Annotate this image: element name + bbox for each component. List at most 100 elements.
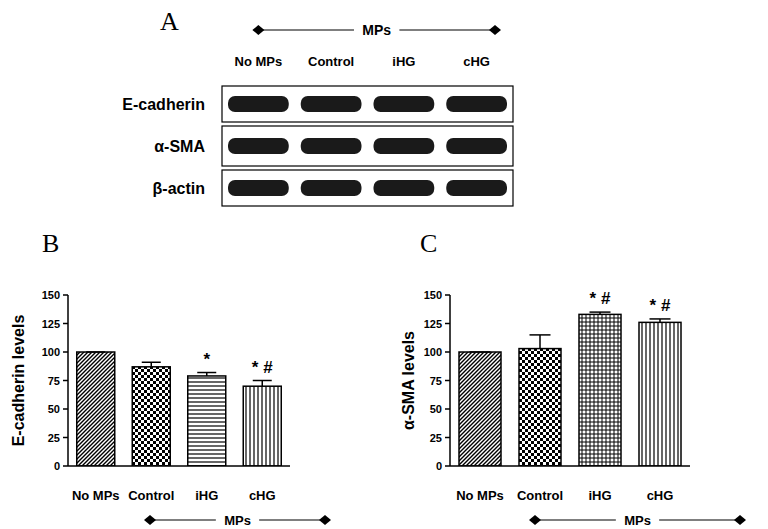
group-line [258,29,354,30]
error-cap [142,362,161,364]
x-tick-label: iHG [588,488,611,503]
bar [188,376,226,466]
y-tick-label: 150 [42,289,60,301]
blot-box [222,126,513,166]
error-cap [590,311,611,313]
row-label: β-actin [153,180,205,197]
error-bar [197,373,216,376]
y-tick [63,380,68,382]
plot-area [459,312,681,466]
error-bar [590,312,611,314]
y-tick-label: 50 [430,403,442,415]
y-tick [445,380,450,382]
y-tick [63,294,68,296]
blot-band [446,180,507,196]
lane-label: No MPs [235,54,283,69]
y-tick [63,437,68,439]
blot-band [446,138,507,154]
panel-label: B [42,229,59,258]
blot-band [228,96,289,112]
x-tick-label: Control [517,488,563,503]
group-bracket: MPs [252,22,501,38]
y-tick-label: 100 [42,346,60,358]
y-tick-label: 25 [48,432,60,444]
y-tick [63,351,68,353]
blot-band [301,96,362,112]
y-tick [445,465,450,467]
blot-box [222,86,513,122]
figure: A MPs No MPs Control iHG cHG E-cadherin α-SMA β-… [0,0,768,529]
y-axis-label: E-cadherin levels [10,315,27,447]
group-label: MPs [224,513,251,528]
error-line [539,335,541,349]
error-cap [470,351,491,353]
y-tick [63,323,68,325]
blot-row [222,170,513,206]
y-axis-label: α-SMA levels [400,331,417,430]
y-tick [445,437,450,439]
bar [77,352,115,466]
blot-band [374,96,435,112]
blot-row [222,126,513,166]
y-tick-label: 150 [424,289,442,301]
blot-band [228,180,289,196]
x-tick-label: No MPs [72,488,120,503]
lane-label: cHG [463,54,490,69]
lane-label: iHG [392,54,415,69]
y-tick-label: 0 [54,460,60,472]
error-bar [253,381,272,387]
error-bar [530,335,551,349]
y-tick [445,351,450,353]
significance-label: * [203,350,210,369]
blot-band [374,138,435,154]
bar [243,386,281,466]
blot-band [228,138,289,154]
x-axis [450,465,690,467]
y-tick-label: 50 [48,403,60,415]
y-tick [445,408,450,410]
group-line [150,519,216,520]
error-cap [86,351,105,353]
error-cap [530,334,551,336]
bar [579,314,621,466]
blot-row [222,86,513,122]
bar [519,349,561,466]
y-tick-label: 0 [436,460,442,472]
panel-label: C [420,229,437,258]
error-bar [86,352,105,353]
significance-label: * # [650,296,671,315]
y-tick-label: 25 [430,432,442,444]
bar [132,367,170,466]
blot-band [374,180,435,196]
blot-band [446,96,507,112]
group-line [259,519,325,520]
x-tick-label: cHG [249,488,276,503]
y-tick [445,294,450,296]
significance-label: * # [590,289,611,308]
group-label: MPs [362,22,391,38]
blot-band [301,138,362,154]
y-tick-label: 125 [42,318,60,330]
bar [639,322,681,466]
y-tick [63,465,68,467]
y-tick [445,323,450,325]
error-cap [650,318,671,320]
row-label: α-SMA [154,138,205,155]
error-bar [650,319,671,322]
y-tick-label: 75 [48,375,60,387]
row-label: E-cadherin [122,96,205,113]
group-bracket: MPs [529,513,746,528]
group-bracket: MPs [144,513,331,528]
x-tick-label: cHG [647,488,674,503]
error-bar [142,362,161,367]
bar [459,352,501,466]
x-tick-label: Control [128,488,174,503]
panel-label: A [160,7,179,36]
error-bar [470,352,491,353]
x-axis [68,465,290,467]
blot-band [301,180,362,196]
y-tick-label: 125 [424,318,442,330]
lane-label: Control [308,54,354,69]
plot-area [77,352,282,466]
x-tick-label: iHG [195,488,218,503]
